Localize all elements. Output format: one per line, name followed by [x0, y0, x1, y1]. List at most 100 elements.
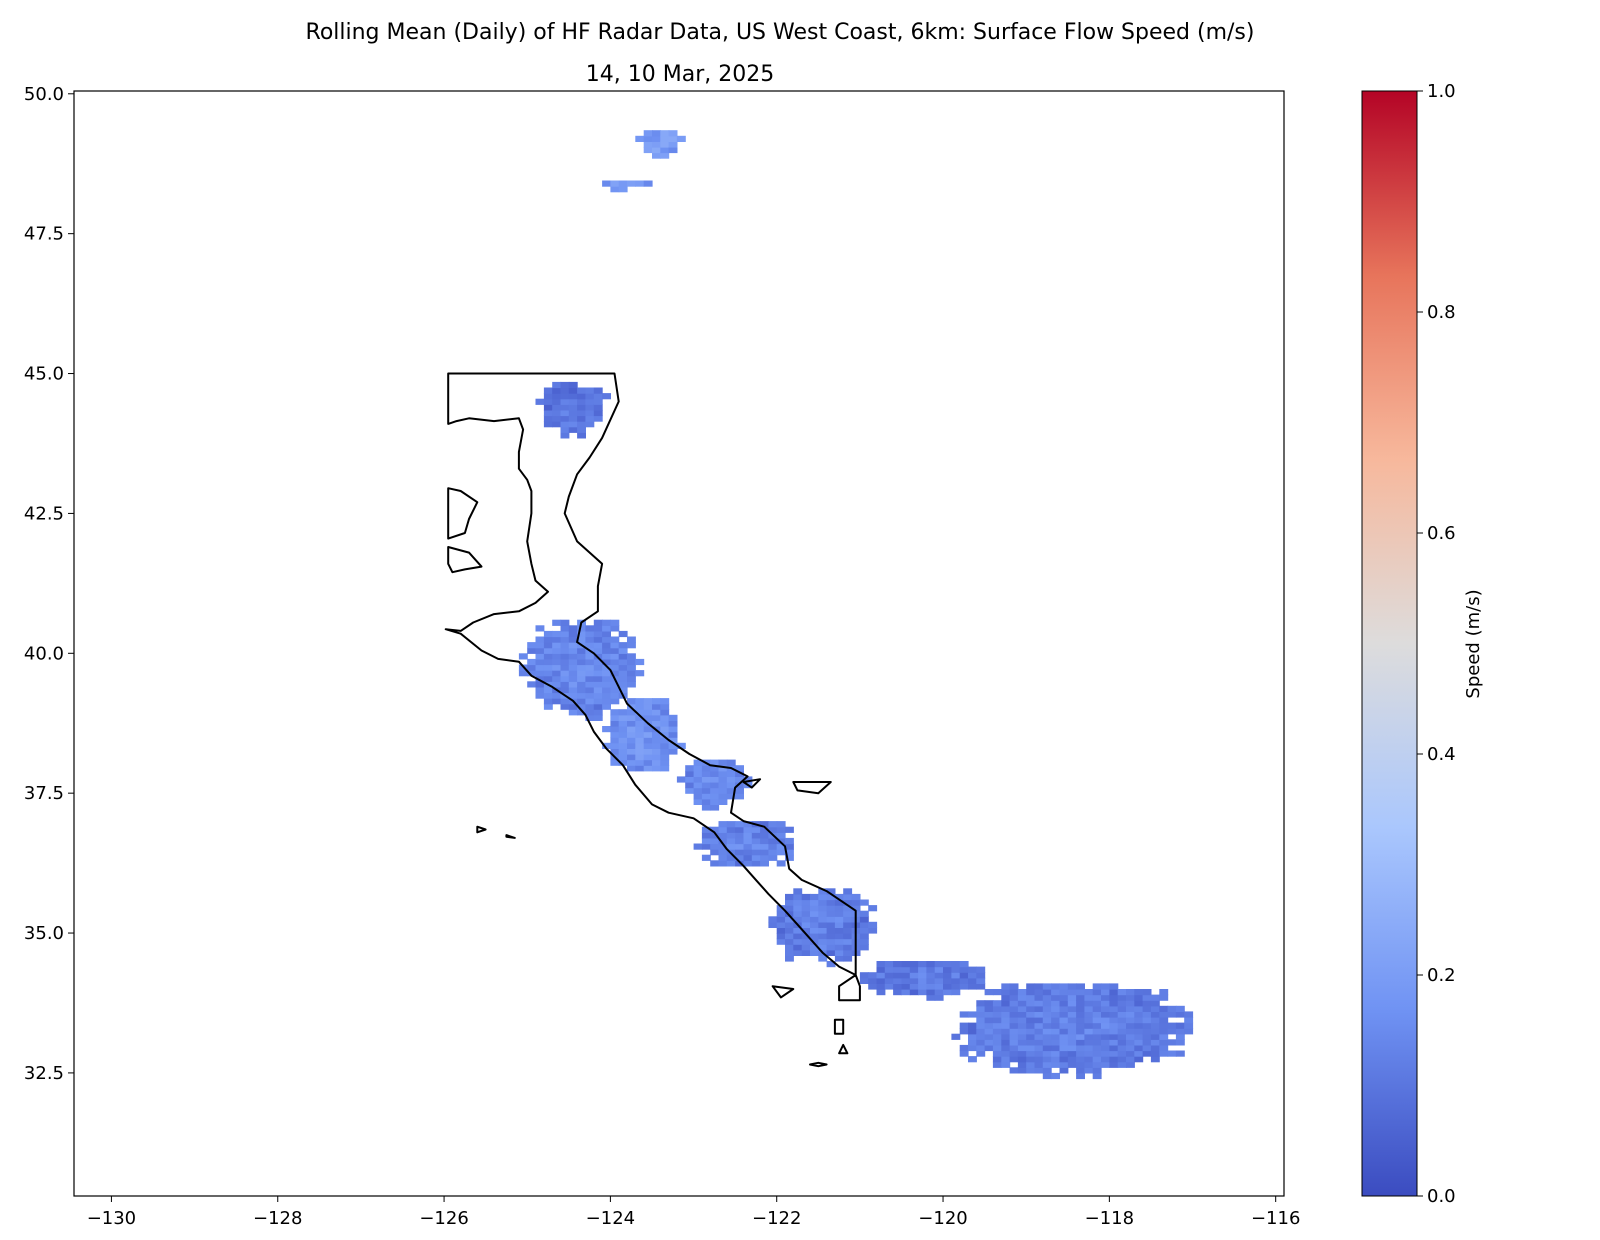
- speed-pixel: [643, 714, 653, 721]
- speed-pixel: [909, 972, 919, 979]
- speed-pixel: [834, 933, 844, 940]
- speed-pixel: [535, 670, 545, 677]
- speed-pixel: [810, 916, 819, 923]
- speed-pixel: [718, 832, 728, 839]
- speed-pixel: [1051, 983, 1060, 990]
- speed-pixel: [568, 642, 578, 649]
- speed-pixel: [652, 748, 661, 755]
- speed-pixel: [1042, 1011, 1052, 1018]
- speed-pixel: [1009, 983, 1019, 990]
- speed-pixel: [1009, 1011, 1019, 1018]
- speed-pixel: [1067, 1050, 1077, 1057]
- speed-pixel: [1126, 1000, 1135, 1007]
- coastline-island: [476, 825, 487, 834]
- speed-pixel: [560, 686, 570, 694]
- speed-pixel: [610, 186, 620, 193]
- speed-pixel: [635, 759, 645, 766]
- speed-pixel: [1067, 1039, 1077, 1046]
- speed-pixel: [660, 754, 670, 761]
- speed-pixel: [577, 653, 586, 660]
- speed-pixel: [768, 826, 778, 833]
- speed-pixel: [834, 949, 844, 956]
- speed-pixel: [1009, 1067, 1019, 1074]
- speed-pixel: [1175, 1050, 1185, 1057]
- speed-pixel: [785, 955, 794, 962]
- speed-pixel: [585, 714, 595, 721]
- speed-pixel: [685, 765, 695, 772]
- speed-pixel: [560, 642, 570, 649]
- speed-pixel: [926, 972, 936, 979]
- speed-pixel: [577, 692, 586, 699]
- speed-pixel: [1175, 1033, 1185, 1040]
- speed-pixel: [1076, 994, 1085, 1001]
- speed-pixel: [859, 899, 869, 906]
- speed-pixel: [1017, 1039, 1027, 1046]
- speed-pixel: [543, 642, 553, 649]
- speed-pixel: [1034, 1005, 1044, 1012]
- speed-pixel: [785, 933, 794, 940]
- speed-pixel: [635, 742, 645, 749]
- speed-pixel: [1092, 1022, 1102, 1029]
- speed-pixel: [976, 1011, 986, 1018]
- speed-pixel: [668, 720, 678, 727]
- speed-pixel: [984, 1011, 994, 1018]
- speed-pixel: [1126, 1017, 1135, 1024]
- speed-pixel: [1017, 1050, 1027, 1057]
- speed-pixel: [992, 1011, 1002, 1018]
- speed-pixel: [859, 910, 869, 917]
- speed-pixel: [1076, 1050, 1085, 1057]
- speed-pixel: [585, 675, 595, 682]
- speed-pixel: [1034, 1000, 1044, 1007]
- speed-pixel: [635, 670, 645, 677]
- speed-pixel: [560, 675, 570, 682]
- speed-pixel: [1117, 989, 1127, 996]
- speed-pixel: [1001, 1022, 1011, 1029]
- speed-pixel: [527, 642, 537, 649]
- speed-pixel: [726, 837, 736, 845]
- speed-pixel: [959, 1022, 969, 1029]
- speed-pixel: [701, 826, 711, 833]
- speed-pixel: [627, 180, 636, 187]
- speed-pixel: [1117, 1017, 1127, 1024]
- coastline-island: [447, 487, 479, 540]
- speed-pixel: [560, 698, 570, 705]
- colorbar-tick-label: 0.0: [1427, 1186, 1456, 1207]
- speed-pixel: [643, 726, 653, 733]
- speed-pixel: [1175, 1005, 1185, 1012]
- speed-pixel: [1134, 1000, 1144, 1007]
- speed-pixel: [776, 938, 786, 945]
- speed-pixel: [660, 152, 670, 159]
- speed-pixel: [1059, 1050, 1069, 1057]
- speed-pixel: [668, 714, 678, 721]
- speed-pixel: [585, 421, 595, 428]
- speed-pixel: [535, 681, 545, 688]
- speed-pixel: [718, 860, 728, 867]
- speed-pixel: [1067, 1056, 1077, 1063]
- speed-pixel: [735, 826, 744, 833]
- speed-pixel: [818, 910, 828, 917]
- speed-pixel: [968, 1028, 977, 1035]
- speed-pixel: [1051, 1005, 1060, 1012]
- speed-pixel: [593, 686, 603, 694]
- speed-pixel: [1017, 1011, 1027, 1018]
- speed-pixel: [968, 1044, 977, 1052]
- speed-pixel: [884, 983, 894, 990]
- speed-pixel: [593, 681, 603, 688]
- speed-pixel: [660, 731, 670, 738]
- speed-pixel: [976, 1005, 986, 1012]
- speed-pixel: [1092, 1011, 1102, 1018]
- speed-pixel: [1042, 1022, 1052, 1029]
- speed-pixel: [652, 130, 661, 137]
- speed-pixel: [968, 1011, 977, 1018]
- speed-pixel: [577, 636, 586, 643]
- speed-pixel: [1109, 1033, 1119, 1040]
- speed-pixel: [1001, 1061, 1011, 1068]
- speed-pixel: [1051, 1061, 1060, 1068]
- speed-pixel: [992, 1033, 1002, 1040]
- speed-pixel: [552, 630, 562, 638]
- speed-pixel: [710, 860, 720, 867]
- speed-pixel: [643, 759, 653, 766]
- speed-pixel: [685, 782, 695, 789]
- speed-pixel: [743, 860, 753, 867]
- speed-pixel: [652, 737, 661, 744]
